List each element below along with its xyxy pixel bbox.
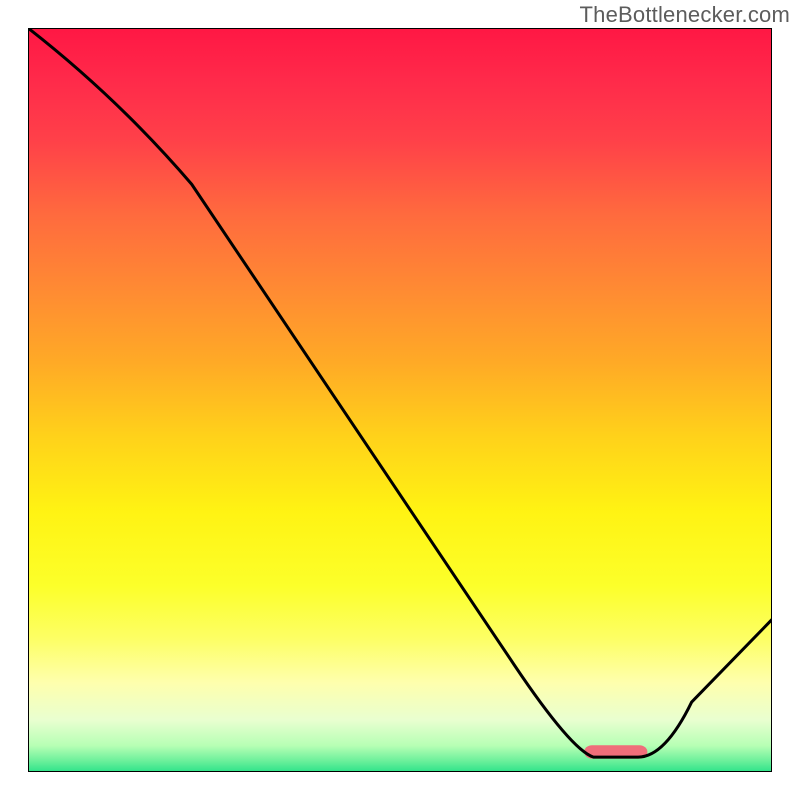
bottleneck-chart [28,28,772,772]
gradient-fill [28,28,772,772]
attribution-text: TheBottlenecker.com [580,2,790,28]
